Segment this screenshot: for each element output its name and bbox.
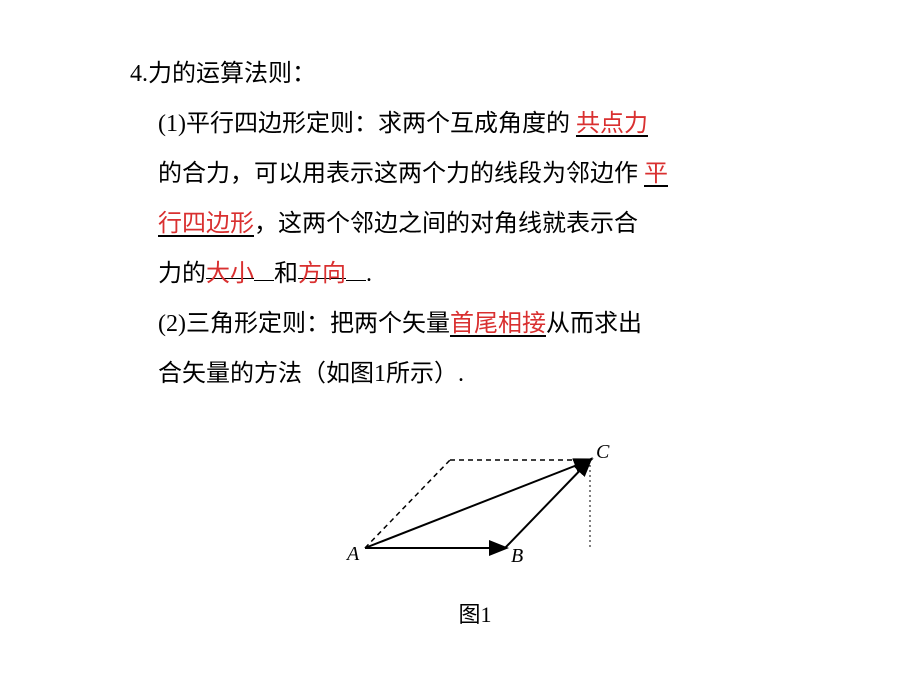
part2-line2-text: 合矢量的方法（如图1所示）. xyxy=(158,361,464,387)
blank-head-tail: 首尾相接 xyxy=(450,311,546,337)
svg-text:A: A xyxy=(345,543,360,565)
slide-content: 4.力的运算法则： (1)平行四边形定则：求两个互成角度的 共点力 的合力，可以… xyxy=(0,0,920,637)
part2-line2: 合矢量的方法（如图1所示）. xyxy=(130,350,820,398)
figure-caption: 图1 xyxy=(130,593,820,637)
svg-text:B: B xyxy=(511,545,523,567)
blank-parallelogram-b: 行四边形 xyxy=(158,211,254,237)
part1-line3: 行四边形，这两个邻边之间的对角线就表示合 xyxy=(130,200,820,248)
parallelogram-diagram: A B C xyxy=(335,428,615,568)
blank-underline-gap2 xyxy=(346,252,366,281)
svg-text:C: C xyxy=(596,441,610,463)
blank-parallelogram-a: 平 xyxy=(644,161,668,187)
part1-line3-mid: ，这两个邻边之间的对角线就表示合 xyxy=(254,211,638,237)
blank-underline-1: 大小 xyxy=(206,250,254,279)
part2-label: (2)三角形定则：把两个矢量 xyxy=(158,311,450,337)
part1-line4-end: . xyxy=(366,261,372,287)
part2-line1: (2)三角形定则：把两个矢量首尾相接从而求出 xyxy=(130,300,820,348)
part1-line4-mid: 和 xyxy=(274,261,298,287)
blank-direction: 方向 xyxy=(298,261,346,287)
part1-line1: (1)平行四边形定则：求两个互成角度的 共点力 xyxy=(130,100,820,148)
blank-underline-2: 方向 xyxy=(298,250,346,279)
blank-concurrent-force: 共点力 xyxy=(576,111,648,137)
part1-line4-pre: 力的 xyxy=(158,261,206,287)
part1-line2-pre: 的合力，可以用表示这两个力的线段为邻边作 xyxy=(158,161,644,187)
part1-line2: 的合力，可以用表示这两个力的线段为邻边作 平 xyxy=(130,150,820,198)
part2-line1-end: 从而求出 xyxy=(546,311,642,337)
part1-line4: 力的大小和方向. xyxy=(130,250,820,298)
blank-magnitude: 大小 xyxy=(206,261,254,287)
figure-container: A B C 图1 xyxy=(130,428,820,637)
heading: 4.力的运算法则： xyxy=(130,50,820,98)
part1-label: (1)平行四边形定则：求两个互成角度的 xyxy=(158,111,576,137)
blank-underline-gap xyxy=(254,252,274,281)
